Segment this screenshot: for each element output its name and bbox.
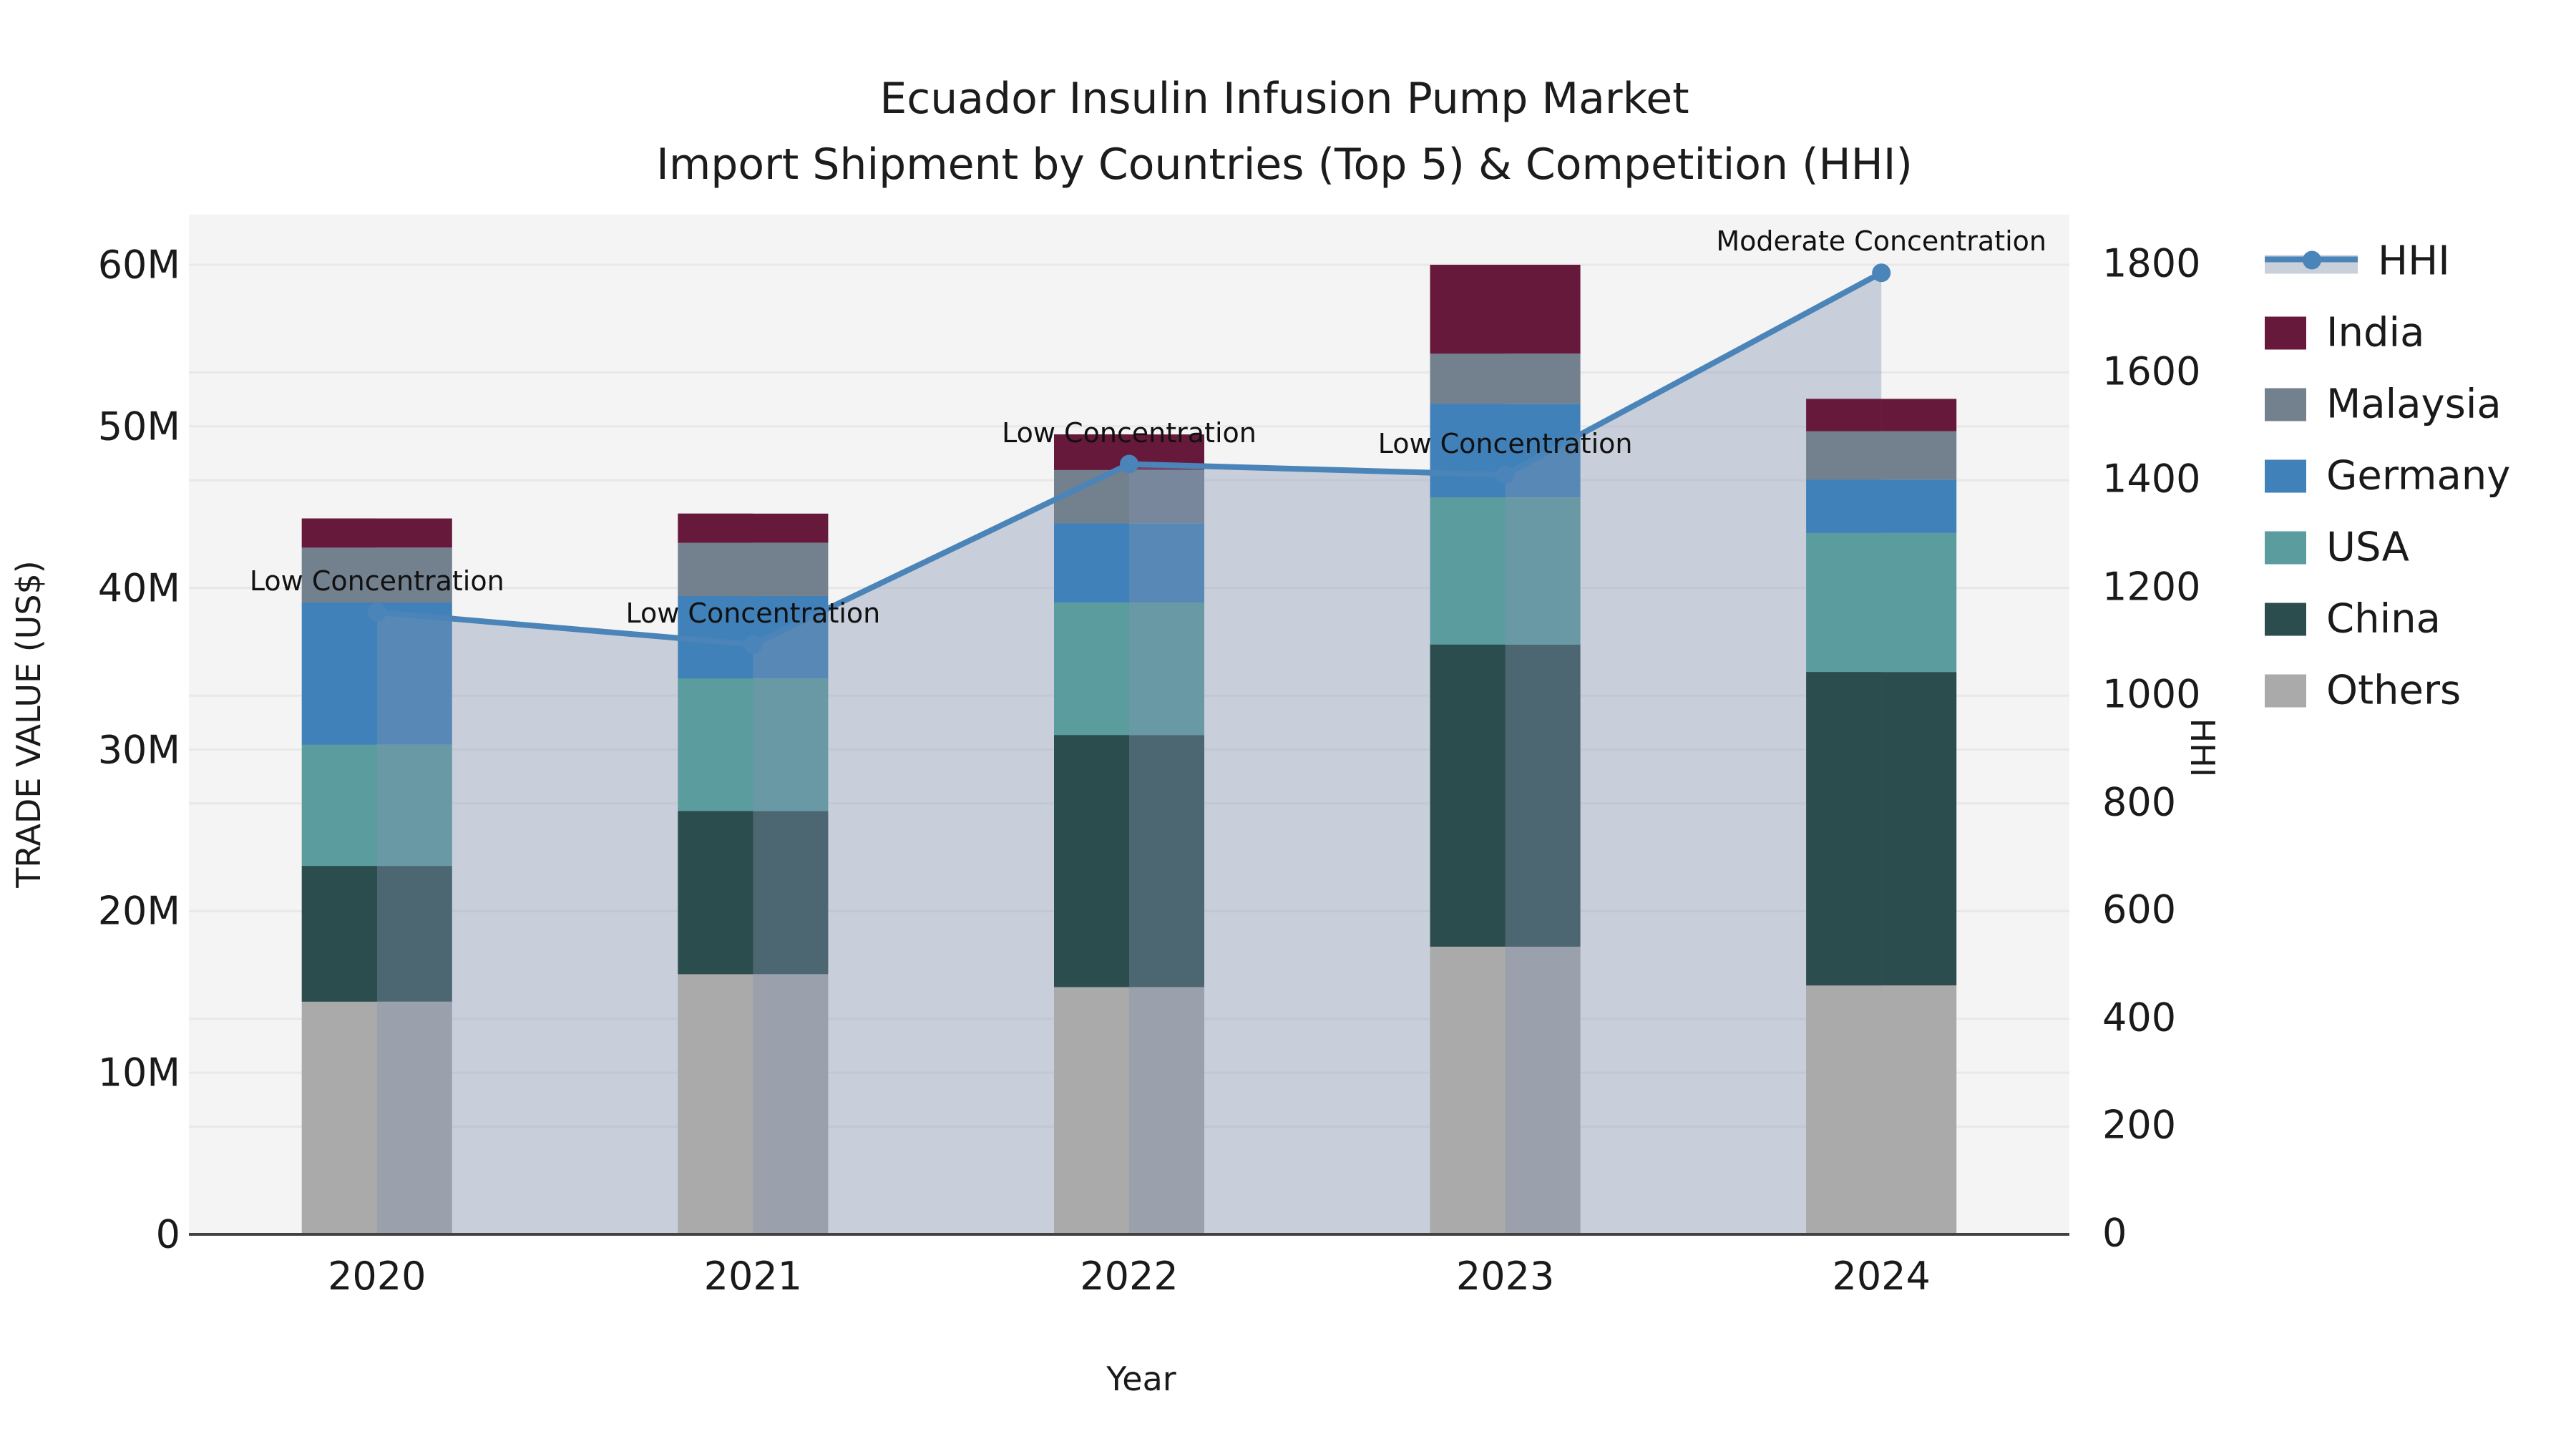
y-right-tick-1800: 1800	[2102, 240, 2201, 286]
bar-segment-2022-China[interactable]	[1054, 735, 1129, 987]
bar-segment-2024-Germany[interactable]	[1806, 479, 1882, 533]
annotation-2022: Low Concentration	[1002, 416, 1257, 449]
legend-item-india[interactable]: India	[2265, 310, 2424, 356]
bar-segment-2020-Malaysia[interactable]	[301, 547, 377, 602]
legend-label-hhi: HHI	[2378, 238, 2450, 285]
legend-label-others: Others	[2326, 667, 2462, 714]
bar-segment-2023-China[interactable]	[1430, 644, 1506, 947]
legend-hhi-line-icon	[2265, 245, 2358, 278]
y-axis-label-right: HHI	[2183, 718, 2222, 778]
bar-segment-2024-Malaysia[interactable]	[1806, 431, 1882, 480]
legend-label-india: India	[2326, 309, 2425, 356]
bar-segment-2022-Germany[interactable]	[1054, 523, 1129, 602]
bar-segment-2020-Germany[interactable]	[301, 602, 377, 745]
x-tick-2020: 2020	[328, 1254, 426, 1299]
legend-item-germany[interactable]: Germany	[2265, 453, 2510, 499]
hhi-marker-2020[interactable]	[367, 602, 386, 622]
legend-item-malaysia[interactable]: Malaysia	[2265, 381, 2502, 428]
x-tick-2022: 2022	[1080, 1254, 1179, 1299]
legend-item-usa[interactable]: USA	[2265, 525, 2409, 571]
x-tick-2021: 2021	[703, 1254, 803, 1299]
annotation-2024: Moderate Concentration	[1716, 225, 2046, 258]
hhi-marker-2021[interactable]	[743, 635, 763, 654]
y-right-tick-600: 600	[2102, 887, 2177, 932]
bar-segment-2020-Others[interactable]	[301, 1001, 377, 1234]
bar-segment-2021-Malaysia[interactable]	[678, 542, 753, 596]
chart-title: Ecuador Insulin Infusion Pump Market Imp…	[656, 66, 1913, 197]
annotation-2021: Low Concentration	[625, 597, 881, 629]
y-right-tick-1400: 1400	[2102, 456, 2201, 502]
bar-segment-2022-USA[interactable]	[1054, 602, 1129, 736]
legend-label-malaysia: Malaysia	[2326, 381, 2502, 428]
chart-title-line1: Ecuador Insulin Infusion Pump Market	[879, 74, 1689, 124]
legend-label-usa: USA	[2326, 524, 2409, 571]
y-left-tick-40M: 40M	[97, 565, 180, 611]
bar-segment-2023-USA[interactable]	[1430, 497, 1506, 645]
annotation-2023: Low Concentration	[1377, 427, 1633, 459]
bar-segment-2021-India[interactable]	[678, 513, 753, 543]
bar-segment-2021-China[interactable]	[678, 811, 753, 975]
y-right-tick-0: 0	[2102, 1210, 2127, 1256]
x-axis-label: Year	[1106, 1360, 1176, 1398]
hhi-marker-2023[interactable]	[1496, 465, 1515, 484]
bar-segment-2024-USA[interactable]	[1806, 532, 1882, 673]
bar-segment-2021-USA[interactable]	[678, 678, 753, 811]
y-left-tick-60M: 60M	[97, 242, 180, 288]
y-right-tick-800: 800	[2102, 779, 2177, 825]
y-right-tick-1200: 1200	[2102, 564, 2201, 610]
bar-segment-2023-India[interactable]	[1430, 265, 1506, 354]
legend-swatch-india	[2265, 316, 2306, 349]
legend-swatch-germany	[2265, 459, 2306, 492]
legend-item-hhi[interactable]: HHI	[2265, 238, 2450, 285]
bar-segment-2024-India[interactable]	[1806, 399, 1882, 431]
bar-segment-2020-China[interactable]	[301, 866, 377, 1002]
bar-segment-2021-Others[interactable]	[678, 974, 753, 1234]
y-right-tick-1600: 1600	[2102, 348, 2201, 394]
legend-hhi-marker-icon	[2303, 250, 2321, 269]
legend-swatch-usa	[2265, 531, 2306, 564]
bar-segment-2023-Malaysia[interactable]	[1430, 353, 1506, 404]
y-left-tick-20M: 20M	[97, 888, 180, 934]
bar-segment-2022-India[interactable]	[1054, 434, 1129, 470]
y-axis-label-left: TRADE VALUE (US$)	[9, 560, 48, 888]
bar-segment-2023-Germany[interactable]	[1430, 404, 1506, 498]
y-right-tick-1000: 1000	[2102, 671, 2201, 717]
chart-title-line2: Import Shipment by Countries (Top 5) & C…	[656, 140, 1913, 190]
y-left-tick-10M: 10M	[97, 1050, 180, 1096]
bar-segment-2020-USA[interactable]	[301, 744, 377, 867]
legend-label-germany: Germany	[2326, 452, 2511, 499]
bar-segment-2022-Others[interactable]	[1054, 987, 1129, 1234]
legend-swatch-others	[2265, 674, 2306, 707]
y-left-tick-50M: 50M	[97, 404, 180, 449]
y-left-tick-30M: 30M	[97, 727, 180, 772]
legend-item-china[interactable]: China	[2265, 596, 2441, 643]
x-tick-2024: 2024	[1832, 1254, 1931, 1299]
legend-swatch-china	[2265, 602, 2306, 635]
x-tick-2023: 2023	[1455, 1254, 1555, 1299]
y-right-tick-200: 200	[2102, 1102, 2177, 1148]
hhi-marker-2022[interactable]	[1120, 454, 1138, 474]
legend-item-others[interactable]: Others	[2265, 668, 2461, 714]
bar-segment-2024-Others[interactable]	[1806, 985, 1882, 1234]
annotation-2020: Low Concentration	[249, 565, 504, 597]
hhi-marker-2024[interactable]	[1872, 263, 1891, 283]
bar-segment-2023-Others[interactable]	[1430, 947, 1506, 1234]
legend-label-china: China	[2326, 595, 2441, 643]
bar-segment-2024-China[interactable]	[1806, 672, 1882, 986]
legend-swatch-malaysia	[2265, 388, 2306, 421]
bar-segment-2020-India[interactable]	[301, 518, 377, 548]
y-right-tick-400: 400	[2102, 995, 2177, 1040]
y-left-tick-0: 0	[155, 1211, 180, 1257]
